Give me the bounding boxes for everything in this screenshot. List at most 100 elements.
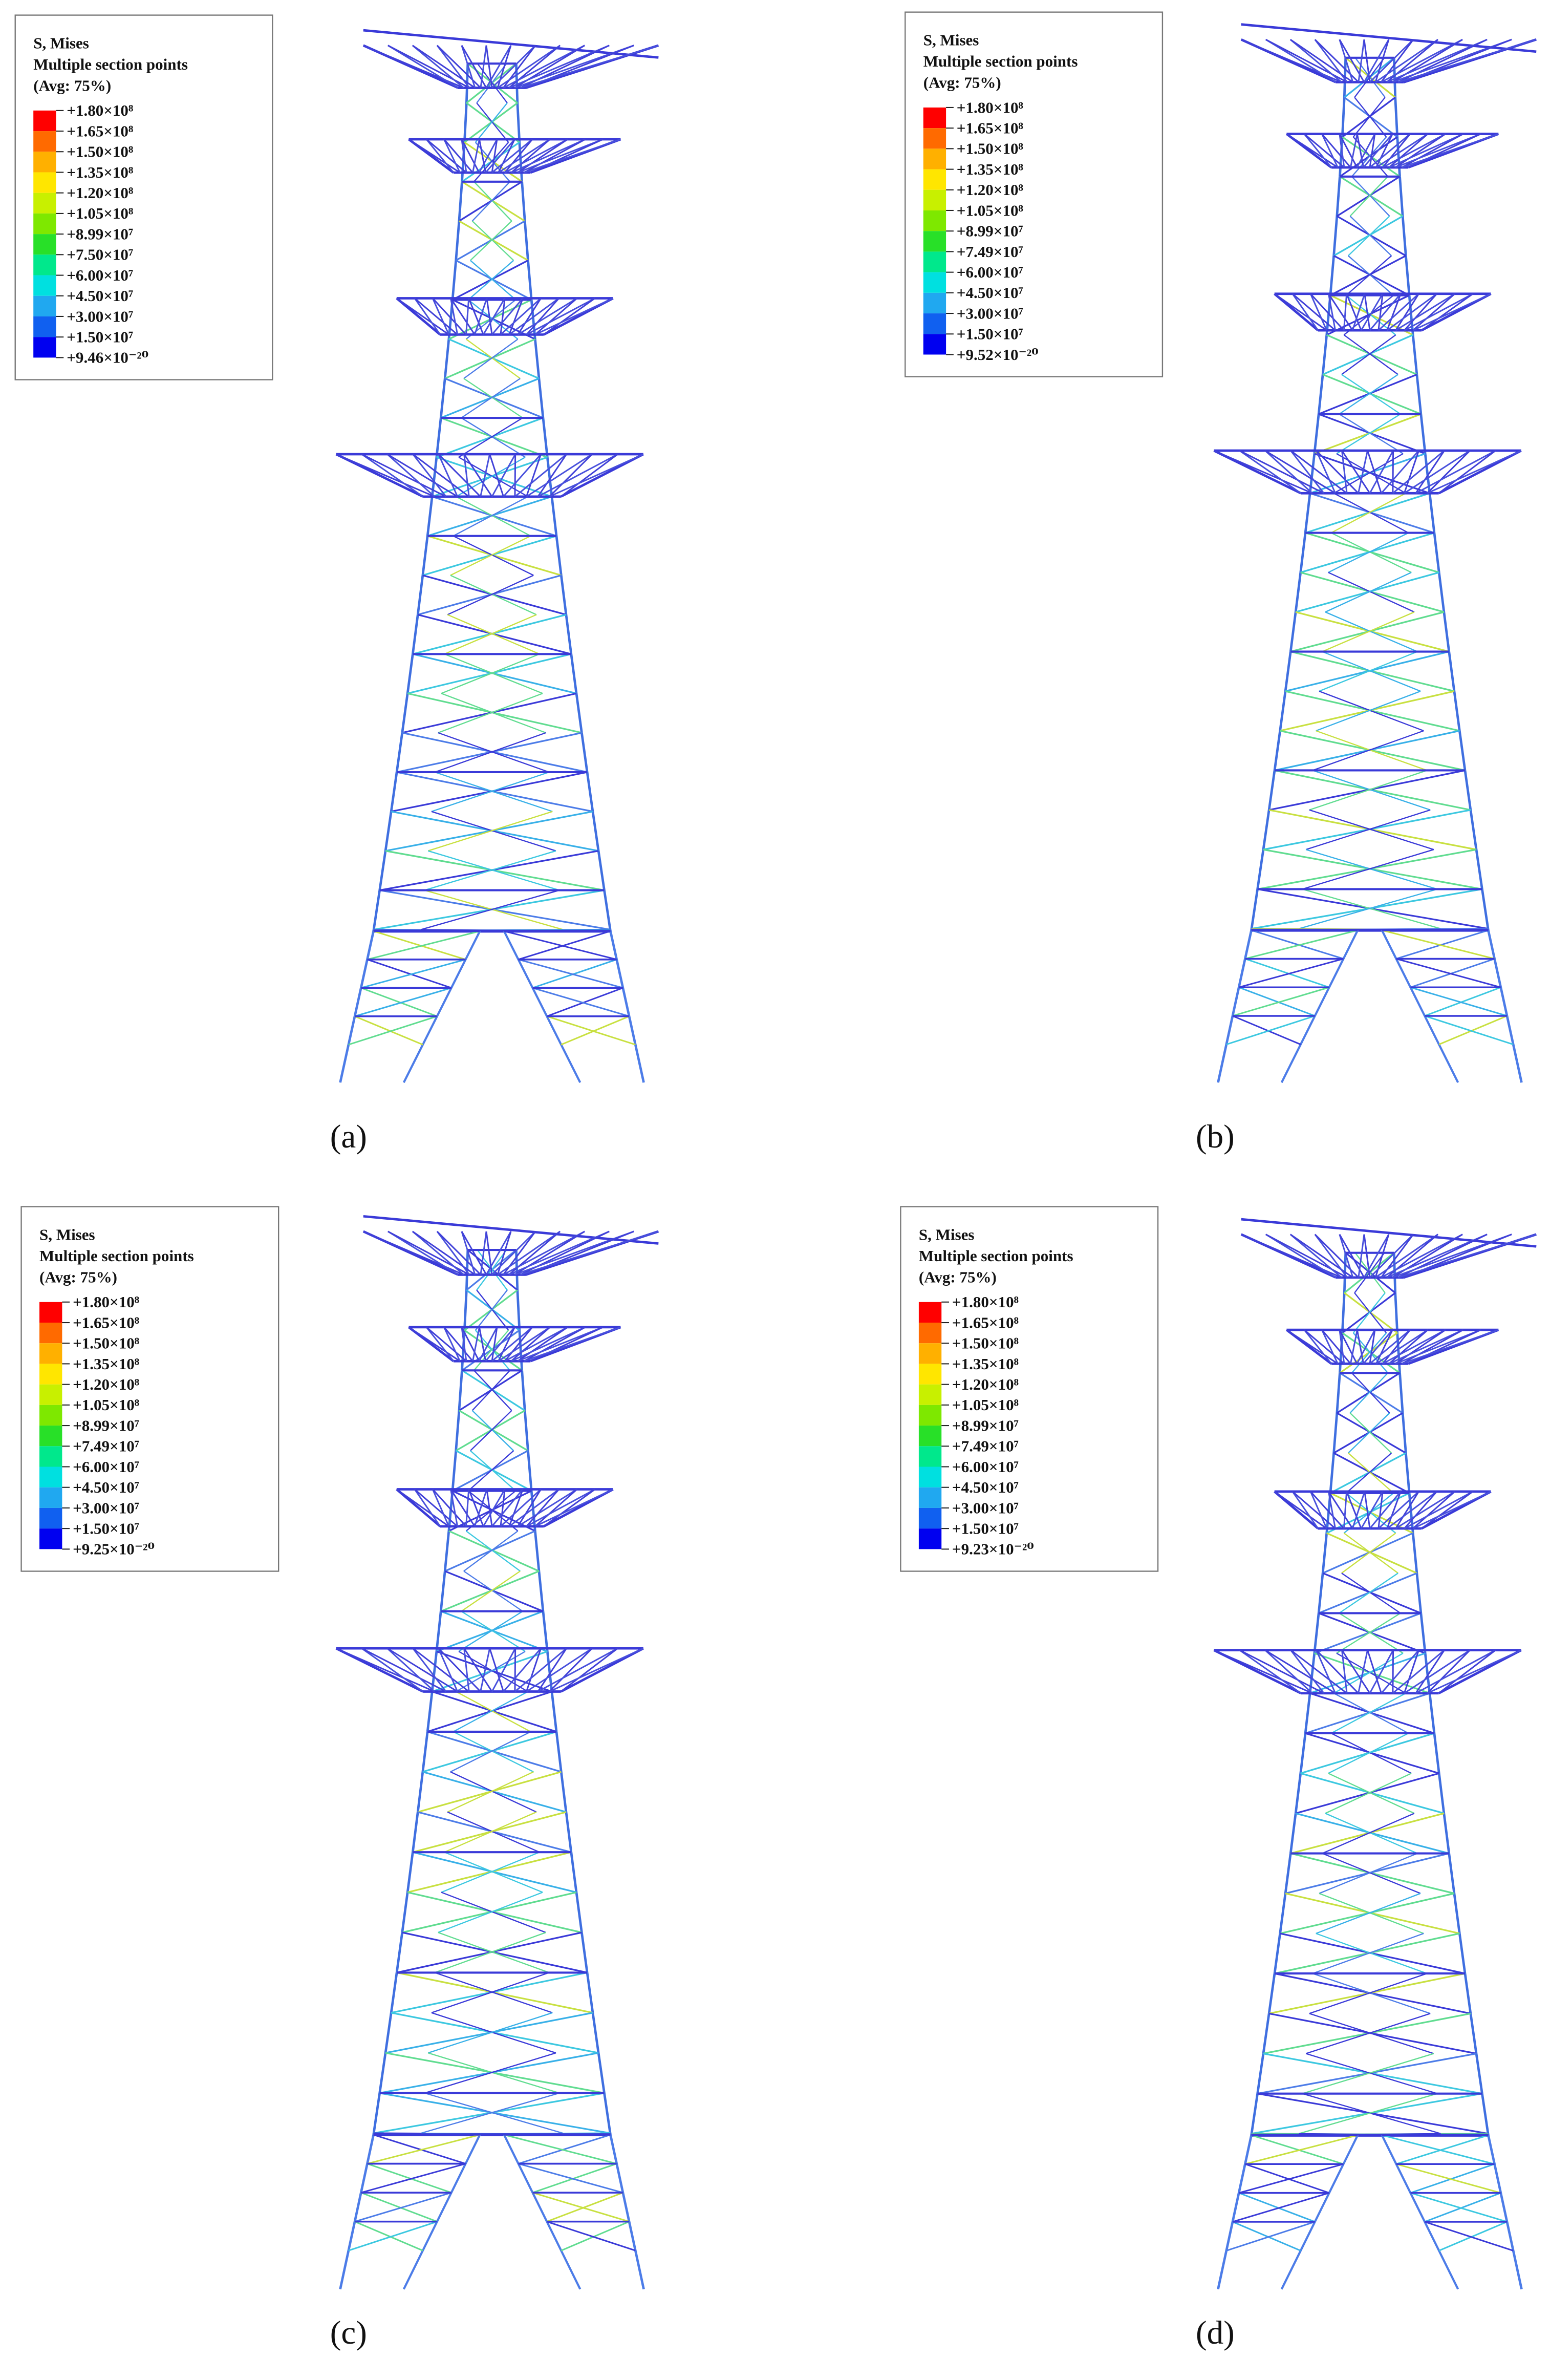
member	[458, 417, 523, 458]
member	[1427, 450, 1522, 494]
member	[491, 45, 536, 89]
legend-label: +6.00×10⁷	[67, 266, 133, 284]
member	[463, 1570, 523, 1612]
legend-swatch	[923, 292, 946, 314]
member	[1438, 449, 1522, 495]
member	[1375, 1329, 1429, 1365]
member	[1286, 1329, 1339, 1365]
member	[523, 1326, 586, 1362]
member	[455, 221, 461, 261]
member	[555, 536, 563, 576]
member	[1330, 532, 1412, 573]
member	[559, 575, 568, 615]
member	[1360, 293, 1384, 331]
legend-label: +1.65×10⁸	[952, 1313, 1019, 1331]
member	[396, 1489, 449, 1527]
member	[491, 1230, 536, 1276]
member	[1388, 133, 1429, 168]
member	[426, 1691, 434, 1732]
member	[1290, 450, 1348, 494]
member	[348, 1015, 438, 1046]
member	[372, 2093, 381, 2134]
member	[489, 454, 504, 497]
member	[526, 298, 560, 335]
member	[1244, 2163, 1330, 2194]
legend-label: +9.23×10⁻²⁰	[952, 1540, 1034, 1558]
member	[1303, 1329, 1332, 1365]
member	[431, 811, 556, 852]
member	[1369, 134, 1376, 168]
member	[472, 139, 480, 173]
member	[1427, 450, 1471, 494]
member	[473, 142, 509, 182]
member	[508, 298, 559, 335]
legend-swatch	[918, 1405, 942, 1426]
member	[523, 1410, 529, 1451]
member	[1463, 770, 1472, 811]
legend-swatch	[39, 1507, 62, 1529]
member	[432, 1489, 450, 1527]
member	[1325, 611, 1418, 652]
member	[1336, 1373, 1341, 1413]
member	[1303, 133, 1345, 168]
member	[550, 1691, 558, 1732]
member	[1421, 293, 1474, 331]
member	[498, 1326, 551, 1362]
member	[1251, 2134, 1344, 2165]
member	[1375, 38, 1438, 83]
member	[508, 1489, 524, 1527]
member	[514, 453, 567, 497]
member	[468, 298, 484, 335]
member	[1369, 133, 1411, 168]
member	[532, 2163, 617, 2194]
member	[424, 850, 556, 891]
member	[534, 1531, 541, 1571]
member	[1289, 1234, 1342, 1278]
member	[447, 614, 540, 655]
member	[1310, 1491, 1345, 1529]
member	[1317, 1573, 1324, 1613]
member	[1341, 1650, 1348, 1693]
legend-swatch	[918, 1446, 942, 1467]
member	[1341, 1292, 1346, 1333]
member	[1358, 1650, 1369, 1694]
member	[463, 378, 523, 419]
tower	[1213, 23, 1537, 1083]
member	[367, 2163, 452, 2194]
legend-label: +1.65×10⁸	[957, 119, 1023, 137]
member	[1424, 2221, 1514, 2251]
member	[1458, 730, 1467, 771]
member	[1367, 450, 1382, 494]
member	[565, 614, 573, 654]
member	[443, 1327, 461, 1362]
member	[450, 535, 531, 576]
member	[1397, 1234, 1537, 1279]
member	[461, 1231, 476, 1275]
member	[1363, 1234, 1390, 1278]
member	[504, 138, 568, 174]
member	[537, 1648, 567, 1692]
member	[1375, 1329, 1393, 1364]
member	[1267, 770, 1276, 811]
member	[427, 2012, 553, 2054]
member	[1415, 1573, 1423, 1613]
member	[1309, 809, 1434, 851]
member	[559, 1772, 568, 1813]
member	[1346, 1491, 1362, 1529]
member	[491, 1326, 533, 1362]
member	[473, 298, 488, 335]
member	[1395, 293, 1455, 331]
legend-label: +1.50×10⁷	[957, 325, 1023, 343]
member	[500, 298, 506, 335]
legend-swatch	[33, 316, 56, 337]
member	[1388, 1329, 1463, 1365]
member	[444, 653, 543, 694]
member	[1217, 2135, 1253, 2290]
member	[1396, 2163, 1501, 2194]
legend-label: +6.00×10⁷	[952, 1458, 1019, 1476]
member	[360, 959, 466, 989]
member	[1305, 848, 1437, 890]
legend-label: +6.00×10⁷	[957, 263, 1023, 281]
member	[1369, 1234, 1414, 1278]
